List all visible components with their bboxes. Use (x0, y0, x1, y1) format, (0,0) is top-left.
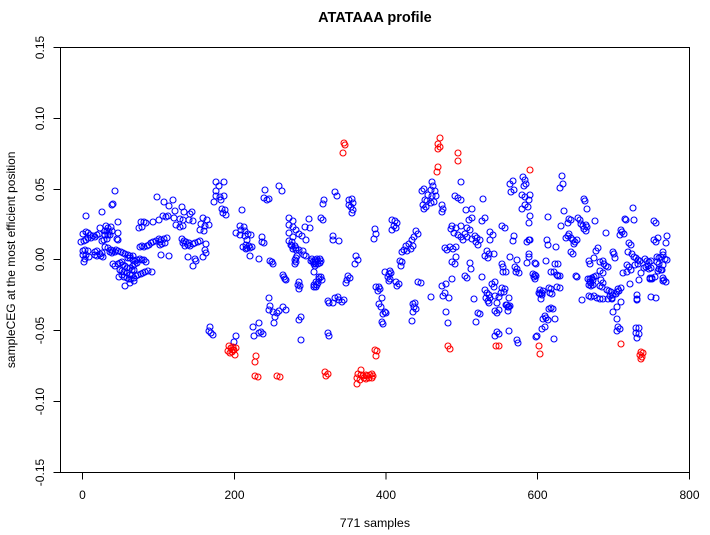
svg-text:400: 400 (376, 488, 396, 502)
svg-text:ATATAAA profile: ATATAAA profile (318, 10, 432, 26)
svg-text:0: 0 (79, 488, 86, 502)
svg-text:0.05: 0.05 (33, 177, 47, 201)
svg-text:-0.05: -0.05 (33, 317, 47, 345)
svg-text:-0.15: -0.15 (33, 459, 47, 487)
svg-text:600: 600 (527, 488, 547, 502)
svg-text:771 samples: 771 samples (340, 516, 410, 530)
svg-text:0.00: 0.00 (33, 247, 47, 271)
svg-text:-0.10: -0.10 (33, 388, 47, 416)
svg-text:0.10: 0.10 (33, 106, 47, 130)
svg-text:0.15: 0.15 (33, 35, 47, 59)
svg-text:200: 200 (224, 488, 244, 502)
svg-text:800: 800 (679, 488, 699, 502)
svg-text:sampleCEG at the most efficien: sampleCEG at the most efficient position (4, 152, 18, 369)
